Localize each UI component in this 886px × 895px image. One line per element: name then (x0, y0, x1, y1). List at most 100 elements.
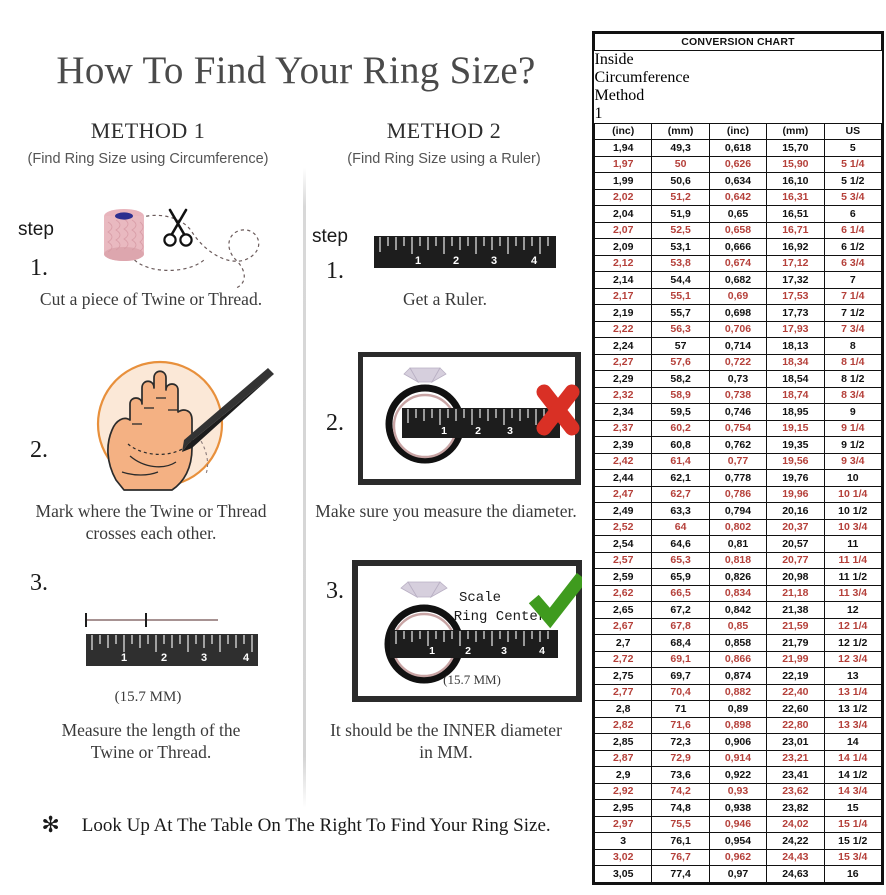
table-cell: 2,77 (593, 683, 653, 701)
table-cell: 11 (823, 535, 883, 553)
table-cell: 75,5 (651, 815, 710, 833)
table-cell: 24,02 (766, 815, 825, 833)
table-cell: 73,6 (651, 766, 710, 784)
table-cell: 0,722 (708, 353, 768, 371)
table-row: 2,12 53,8 0,674 17,12 6 3/4 (593, 254, 883, 272)
table-cell: 15 1/2 (823, 832, 883, 850)
table-row: 2,19 55,7 0,698 17,73 7 1/2 (593, 304, 883, 322)
method-2-column: METHOD 2 (Find Ring Size using a Ruler) (296, 118, 592, 167)
svg-text:3: 3 (491, 255, 497, 267)
table-cell: 22,19 (766, 667, 825, 685)
table-cell: 0,65 (708, 205, 768, 223)
ruler-measuring-thread-illustration: 1 2 3 4 (85, 613, 258, 666)
table-row: 2,27 57,6 0,722 18,34 8 1/4 (593, 353, 883, 371)
table-cell: 23,82 (766, 799, 825, 817)
table-cell: 21,59 (766, 617, 825, 635)
table-row: 2,62 66,5 0,834 21,18 11 3/4 (593, 584, 883, 602)
table-cell: 10 (823, 469, 883, 487)
table-cell: 52,5 (651, 221, 710, 239)
table-cell: 0,962 (708, 848, 768, 866)
table-row: 2,02 51,2 0,642 16,31 5 3/4 (593, 188, 883, 206)
table-cell: 56,3 (651, 320, 710, 338)
twine-and-scissors-illustration (104, 208, 260, 289)
table-row: 2,37 60,2 0,754 19,15 9 1/4 (593, 419, 883, 437)
table-cell: 63,3 (651, 502, 710, 520)
table-cell: 15 (823, 799, 883, 817)
table-cell: 18,95 (766, 403, 825, 421)
table-cell: 2,95 (593, 799, 653, 817)
table-row: 3,02 76,7 0,962 24,43 15 3/4 (593, 848, 883, 866)
table-cell: 12 3/4 (823, 650, 883, 668)
table-cell: 50,6 (651, 172, 710, 190)
table-row: 2,29 58,2 0,73 18,54 8 1/2 (593, 370, 883, 388)
method-2-step-1-caption: Get a Ruler. (402, 289, 488, 309)
unit-header-row: (inc) (mm) (inc) (mm) US (593, 122, 883, 140)
column-header-0: (inc) (593, 122, 653, 140)
table-cell: 2,7 (593, 634, 653, 652)
table-cell: 0,706 (708, 320, 768, 338)
table-cell: 7 1/2 (823, 304, 883, 322)
table-row: 2,42 61,4 0,77 19,56 9 3/4 (593, 452, 883, 470)
table-cell: 64 (651, 518, 710, 536)
table-cell: 2,44 (593, 469, 653, 487)
table-cell: 15 1/4 (823, 815, 883, 833)
table-cell: 13 1/2 (823, 700, 883, 718)
table-cell: 6 (823, 205, 883, 223)
table-cell: 14 (823, 733, 883, 751)
table-cell: 19,76 (766, 469, 825, 487)
table-cell: 2,42 (593, 452, 653, 470)
table-cell: 65,9 (651, 568, 710, 586)
table-row: 2,57 65,3 0,818 20,77 11 1/4 (593, 551, 883, 569)
hand-measuring-illustration (96, 360, 274, 491)
table-cell: 0,826 (708, 568, 768, 586)
table-cell: 2,37 (593, 419, 653, 437)
table-head: CONVERSION CHART Inside Circumference Met… (593, 33, 883, 140)
table-cell: 0,714 (708, 337, 768, 355)
scissors-icon (163, 208, 193, 247)
table-cell: 5 1/2 (823, 172, 883, 190)
method-1-step-1-number: 1. (30, 255, 48, 281)
table-cell: 23,41 (766, 766, 825, 784)
table-cell: 72,3 (651, 733, 710, 751)
svg-text:2: 2 (161, 652, 167, 664)
table-cell: 11 3/4 (823, 584, 883, 602)
table-cell: 10 1/4 (823, 485, 883, 503)
table-cell: 21,38 (766, 601, 825, 619)
method-1-step-word: step (18, 219, 54, 240)
table-cell: 2,27 (593, 353, 653, 371)
table-row: 2,24 57 0,714 18,13 8 (593, 337, 883, 355)
table-cell: 6 1/4 (823, 221, 883, 239)
table-cell: 14 3/4 (823, 782, 883, 800)
table-row: 2,34 59,5 0,746 18,95 9 (593, 403, 883, 421)
method-1-step-3-caption: Measure the length of the Twine or Thread… (61, 720, 241, 763)
table-cell: 22,60 (766, 700, 825, 718)
column-header-3: (mm) (766, 122, 825, 140)
table-cell: 17,73 (766, 304, 825, 322)
table-cell: 2,52 (593, 518, 653, 536)
table-cell: 0,818 (708, 551, 768, 569)
footer-note: ✻ Look Up At The Table On The Right To Fi… (0, 812, 592, 838)
svg-text:3: 3 (507, 425, 513, 437)
method-1-subtitle: (Find Ring Size using Circumference) (27, 151, 269, 167)
table-row: 2,97 75,5 0,946 24,02 15 1/4 (593, 815, 883, 833)
svg-text:2: 2 (453, 255, 459, 267)
table-cell: 2,07 (593, 221, 653, 239)
svg-text:1: 1 (441, 425, 447, 437)
table-cell: 59,5 (651, 403, 710, 421)
table-row: 2,22 56,3 0,706 17,93 7 3/4 (593, 320, 883, 338)
table-cell: 64,6 (651, 535, 710, 553)
table-row: 2,85 72,3 0,906 23,01 14 (593, 733, 883, 751)
table-cell: 51,2 (651, 188, 710, 206)
table-cell: 10 1/2 (823, 502, 883, 520)
method-2-subtitle: (Find Ring Size using a Ruler) (347, 151, 541, 167)
table-cell: 55,1 (651, 287, 710, 305)
table-cell: 2,09 (593, 238, 653, 256)
page-title: How To Find Your Ring Size? (56, 49, 536, 92)
table-cell: 2,72 (593, 650, 653, 668)
group-header-row: Inside Circumference Method 1 (594, 50, 690, 122)
table-cell: 2,75 (593, 667, 653, 685)
table-cell: 15 3/4 (823, 848, 883, 866)
table-cell: 0,786 (708, 485, 768, 503)
table-row: 2,95 74,8 0,938 23,82 15 (593, 799, 883, 817)
table-cell: 0,946 (708, 815, 768, 833)
